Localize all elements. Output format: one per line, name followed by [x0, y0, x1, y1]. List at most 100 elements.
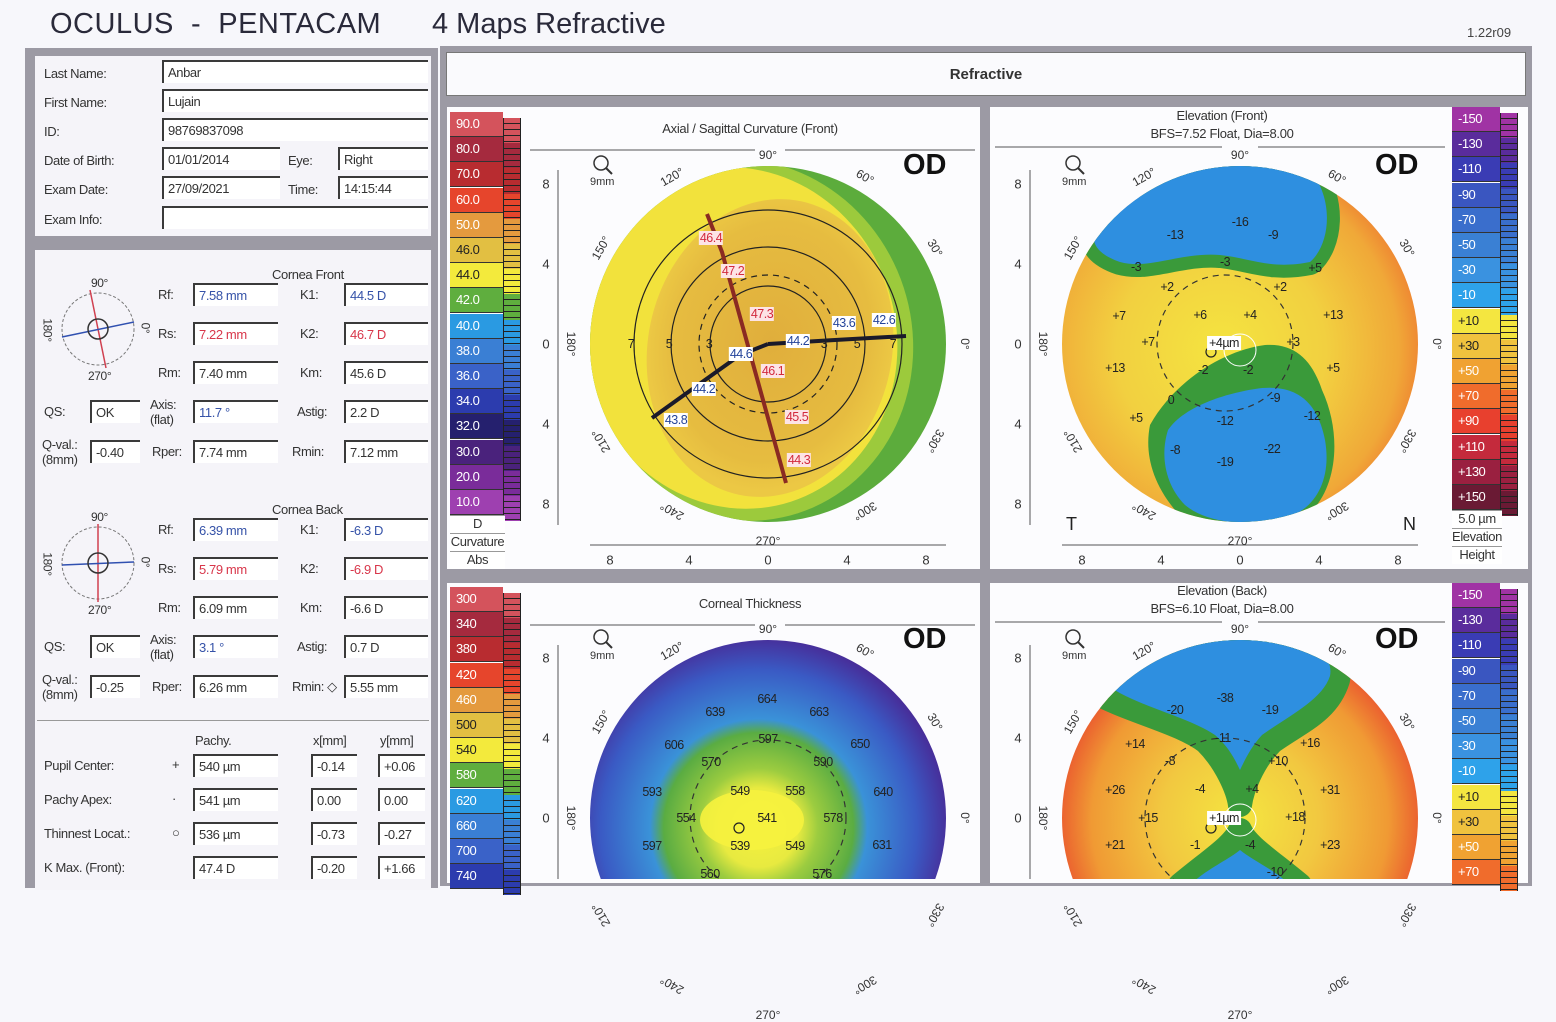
axial-scale-bar: [503, 470, 521, 496]
elev-front-scale-bar: [1500, 138, 1518, 164]
pachy-row-label: Thinnest Locat.:: [44, 826, 131, 841]
elev-front-magnifier-icon[interactable]: [1064, 154, 1086, 176]
thickness-magnifier-icon[interactable]: [592, 628, 614, 650]
cornea-back-rf-label: Rf:: [158, 522, 174, 537]
pachy-row-label: Pupil Center:: [44, 758, 114, 773]
pachy-y-field[interactable]: +1.66: [378, 856, 425, 879]
elev-back-map-value-label: -19: [1261, 703, 1279, 717]
elev-front-scale-bar: [1500, 415, 1518, 441]
time-field[interactable]: 14:15:44: [338, 176, 428, 199]
elev-back-magnifier-icon[interactable]: [1064, 628, 1086, 650]
thickness-zoom-label: 9mm: [590, 650, 615, 662]
axial-map-value-label: 5: [665, 337, 673, 351]
elev-back-scale-step: -70: [1452, 683, 1500, 709]
cornea-front-k2-field[interactable]: 46.7 D: [344, 322, 428, 345]
axial-scale-bar: [503, 118, 521, 144]
cornea-back-rf-field[interactable]: 6.39 mm: [193, 518, 278, 541]
cornea-front-qs-field[interactable]: OK: [90, 400, 140, 423]
axial-scale-step: 20.0: [450, 464, 503, 490]
pachy-value-field[interactable]: 540 µm: [193, 754, 278, 777]
elev-front-eye-od: OD: [1375, 149, 1419, 181]
cornea-back-rs-field[interactable]: 5.79 mm: [193, 557, 278, 580]
cornea-front-rs-field[interactable]: 7.22 mm: [193, 322, 278, 345]
cornea-back-rmin-field[interactable]: 5.55 mm: [344, 675, 428, 698]
compass-back: [61, 524, 135, 602]
elev-back-scale-step: -10: [1452, 759, 1500, 785]
axial-map-value-label: 43.8: [663, 413, 689, 427]
cornea-front-rf-field[interactable]: 7.58 mm: [193, 283, 278, 306]
thickness-color-map: [590, 640, 946, 879]
elev-back-map-value-label: -38: [1216, 691, 1234, 705]
last-name-field[interactable]: Anbar: [162, 60, 428, 83]
cornea-front-astig-field[interactable]: 2.2 D: [344, 400, 428, 423]
thickness-scale-bar: [503, 643, 521, 669]
elev-front-scale-mode: Height: [1452, 546, 1502, 565]
cornea-back-k2-field[interactable]: -6.9 D: [344, 557, 428, 580]
first-name-label: First Name:: [44, 95, 107, 110]
dob-field[interactable]: 01/01/2014: [162, 147, 280, 170]
cornea-back-axis-field[interactable]: 3.1 °: [193, 635, 278, 658]
exam-info-field[interactable]: [162, 206, 428, 229]
thickness-degree-label: 90°: [758, 622, 778, 636]
thickness-degree-label: 210°: [588, 900, 614, 929]
cornea-front-rmin-field[interactable]: 7.12 mm: [344, 440, 428, 463]
pachy-x-field[interactable]: -0.14: [311, 754, 357, 777]
cornea-front-rper-field[interactable]: 7.74 mm: [193, 440, 278, 463]
pachy-value-field[interactable]: 47.4 D: [193, 856, 278, 879]
axial-scale-step: 46.0: [450, 238, 503, 263]
cornea-back-astig-field[interactable]: 0.7 D: [344, 635, 428, 658]
axial-magnifier-icon[interactable]: [592, 154, 614, 176]
eye-field[interactable]: Right: [338, 147, 428, 170]
thickness-scale-bar: [503, 668, 521, 694]
elev-front-scale-step: -110: [1452, 157, 1500, 183]
cornea-back-km-field[interactable]: -6.6 D: [344, 596, 428, 619]
cornea-front-rm-field[interactable]: 7.40 mm: [193, 361, 278, 384]
cornea-back-qs-field[interactable]: OK: [90, 635, 140, 658]
cornea-back-qval-field[interactable]: -0.25: [90, 675, 140, 698]
pachy-x-field[interactable]: -0.20: [311, 856, 357, 879]
axial-scale-type: Curvature: [450, 533, 505, 552]
pachy-y-field[interactable]: -0.27: [378, 822, 425, 845]
cornea-back-rm-field[interactable]: 6.09 mm: [193, 596, 278, 619]
thickness-scale-bar: [503, 593, 521, 619]
pachy-y-field[interactable]: +0.06: [378, 754, 425, 777]
pachy-value-field[interactable]: 536 µm: [193, 822, 278, 845]
axial-map-value-label: 44.2: [785, 334, 811, 348]
elev-front-scale-bar: [1500, 390, 1518, 416]
elev-back-degree-label: 330°: [1394, 900, 1420, 929]
elev-front-map-value-label: -2: [1242, 363, 1254, 377]
cornea-back-k1-field[interactable]: -6.3 D: [344, 518, 428, 541]
elev-back-degree-label: 180°: [1036, 805, 1050, 831]
first-name-field[interactable]: Lujain: [162, 89, 428, 112]
elev-front-y-tick-label: 4: [1014, 256, 1022, 272]
elev-front-map-value-label: +5: [1326, 361, 1340, 375]
cornea-front-km-field[interactable]: 45.6 D: [344, 361, 428, 384]
elev-front-map-value-label: +13: [1105, 361, 1125, 375]
thickness-eye-od: OD: [903, 623, 947, 655]
axial-color-map: [590, 166, 946, 522]
elev-front-y-tick-label: 8: [1014, 496, 1022, 512]
pachy-value-field[interactable]: 541 µm: [193, 788, 278, 811]
axial-scale-step: 30.0: [450, 439, 503, 465]
thickness-map-value-label: 549: [730, 784, 750, 798]
elev-front-temporal-label: T: [1066, 514, 1077, 534]
thickness-degree-label: 180°: [564, 805, 578, 831]
cornea-back-rper-field[interactable]: 6.26 mm: [193, 675, 278, 698]
axial-map-value-label: 42.6: [871, 313, 897, 327]
cornea-back-k1-label: K1:: [300, 522, 319, 537]
cornea-front-rf-label: Rf:: [158, 287, 174, 302]
axial-scale-bar: [503, 193, 521, 219]
pachy-x-field[interactable]: -0.73: [311, 822, 357, 845]
pachy-x-field[interactable]: 0.00: [311, 788, 357, 811]
cornea-front-k1-label: K1:: [300, 287, 319, 302]
cornea-back-compass-270: 270°: [88, 603, 112, 617]
exam-date-field[interactable]: 27/09/2021: [162, 176, 280, 199]
id-field[interactable]: 98769837098: [162, 118, 428, 141]
cornea-front-axis-field[interactable]: 11.7 °: [193, 400, 278, 423]
cornea-front-k1-field[interactable]: 44.5 D: [344, 283, 428, 306]
cornea-front-qval-field[interactable]: -0.40: [90, 440, 140, 463]
axial-scale-bar: [503, 319, 521, 345]
axial-map-value-label: 7: [889, 337, 897, 351]
elev-front-scale-unit: 5.0 µm: [1452, 510, 1502, 529]
pachy-y-field[interactable]: 0.00: [378, 788, 425, 811]
